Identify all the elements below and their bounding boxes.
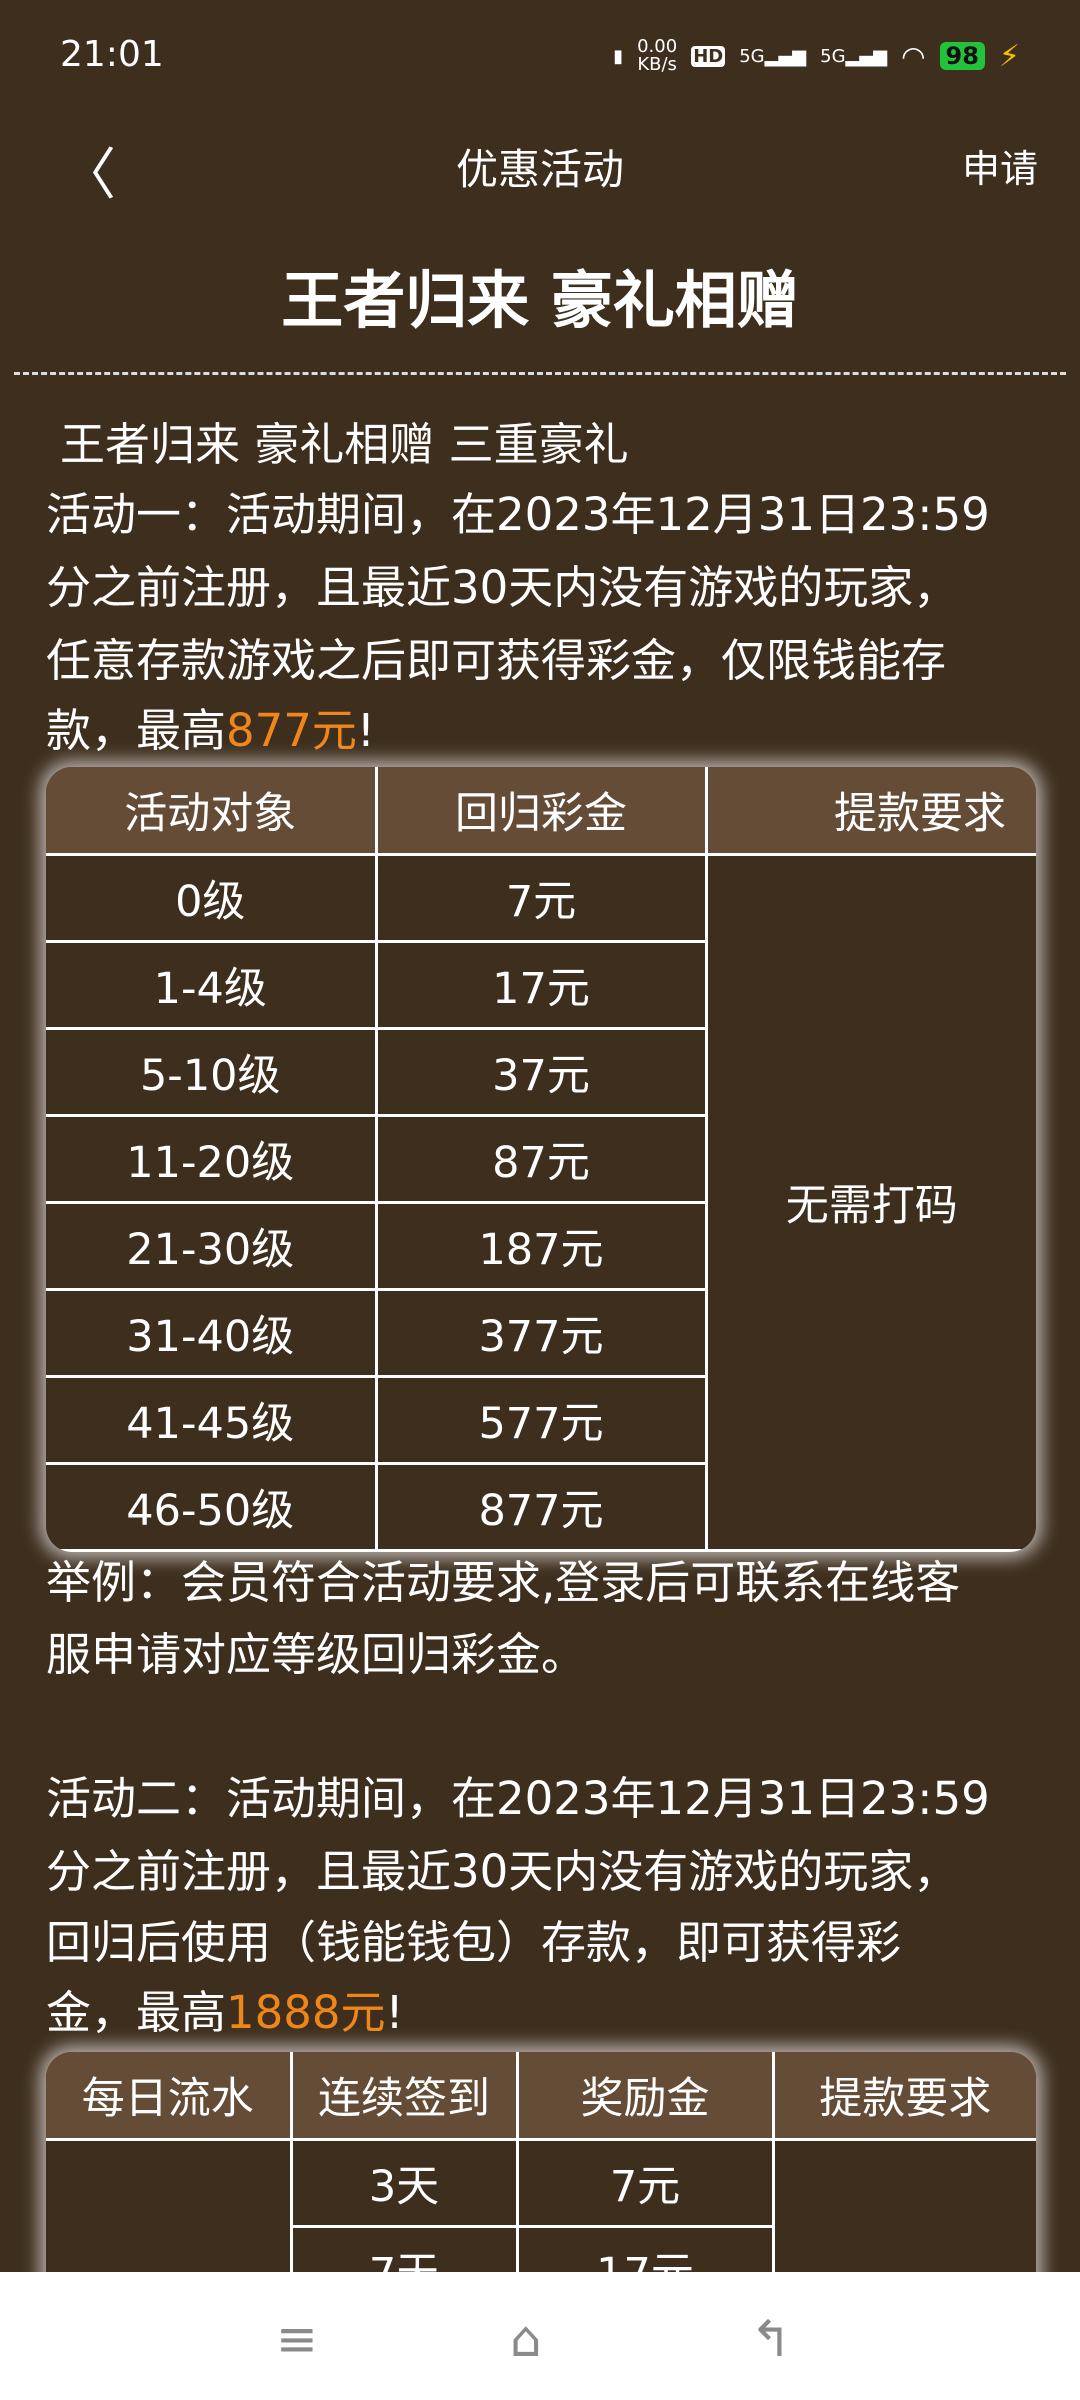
max-bonus: 877元 bbox=[226, 704, 357, 757]
table-row: 46-50级 877元 bbox=[46, 1461, 1036, 1552]
top-nav: 〈 优惠活动 申请 bbox=[0, 110, 1080, 210]
page-title: 优惠活动 bbox=[455, 145, 624, 194]
promo-title: 王者归来 豪礼相赠 bbox=[281, 264, 799, 337]
requirement-cell: 无需打码 bbox=[704, 852, 1036, 1552]
table-cell: 7元 bbox=[374, 852, 708, 943]
max-bonus: 1888元 bbox=[226, 1986, 386, 2039]
table-cell: 377元 bbox=[374, 1287, 706, 1378]
status-bar: 21:01 ▮ 0.00 KB/s HD 5G▂▄▆ 5G▂▄▆ ◠ 98 ⚡ bbox=[0, 0, 1080, 110]
activity1-line: 款，最高877元! bbox=[46, 704, 375, 757]
table-part: 活动对象 回归彩金 提款要求 bbox=[46, 767, 1036, 856]
table-cell: 3天 bbox=[289, 2137, 519, 2228]
table-row: 11-20级 87元 bbox=[46, 1113, 1036, 1204]
table-row: 21-30级 187元 bbox=[46, 1200, 1036, 1291]
activity1-line: 任意存款游戏之后即可获得彩金，仅限钱能存 bbox=[46, 634, 947, 687]
apply-button[interactable]: 申请 bbox=[961, 147, 1038, 191]
table-header: 奖励金 bbox=[515, 2052, 775, 2141]
table-part: 活动对象 回归彩金 提款要求 0级 7元 无需打码 1-4级 17元 5-10级 37元 1… bbox=[46, 767, 1036, 1552]
table-cell: 46-50级 bbox=[46, 1461, 378, 1552]
hd-icon: HD bbox=[691, 45, 726, 67]
table-cell: 41-45级 bbox=[46, 1374, 378, 1465]
activity2-line: 分之前注册，且最近30天内没有游戏的玩家， bbox=[46, 1845, 959, 1898]
activity2-line: 回归后使用（钱能钱包）存款，即可获得彩 bbox=[46, 1916, 902, 1969]
back-icon[interactable]: 〈 bbox=[60, 143, 116, 208]
table-cell: 87元 bbox=[374, 1113, 706, 1204]
battery-icon: 98 bbox=[939, 42, 985, 70]
table-cell: 21-30级 bbox=[46, 1200, 378, 1291]
status-icons: ▮ 0.00 KB/s HD 5G▂▄▆ 5G▂▄▆ ◠ 98 ⚡ bbox=[613, 38, 1020, 74]
table-cell: 0级 bbox=[46, 852, 378, 943]
clock: 21:01 bbox=[60, 34, 164, 75]
table-cell: 17元 bbox=[374, 939, 706, 1030]
signal-icon-2: 5G▂▄▆ bbox=[820, 45, 888, 67]
table-row: 5-10级 37元 bbox=[46, 1026, 1036, 1117]
table-header: 提款要求 bbox=[771, 2052, 1036, 2141]
table-cell: 37元 bbox=[374, 1026, 706, 1117]
wifi-icon: ◠ bbox=[901, 39, 926, 73]
table-row: 0级 7元 无需打码 bbox=[46, 852, 1036, 1552]
charging-icon: ⚡ bbox=[998, 38, 1020, 74]
table-cell: 11-20级 bbox=[46, 1113, 378, 1204]
net-speed: 0.00 KB/s bbox=[637, 36, 678, 75]
activity1-line: 活动一：活动期间，在2023年12月31日23:59 bbox=[46, 488, 990, 541]
intro-text: 王者归来 豪礼相赠 三重豪礼 bbox=[60, 418, 629, 471]
table-header: 每日流水 bbox=[46, 2052, 293, 2141]
back-nav-icon[interactable]: ↰ bbox=[750, 2310, 792, 2368]
table-header: 连续签到 bbox=[289, 2052, 519, 2141]
table-row: 31-40级 377元 bbox=[46, 1287, 1036, 1378]
divider bbox=[14, 372, 1066, 375]
table-header: 提款要求 bbox=[704, 767, 1036, 856]
table-cell: 877元 bbox=[374, 1461, 706, 1552]
activity2-line: 活动二：活动期间，在2023年12月31日23:59 bbox=[46, 1772, 990, 1825]
table-cell: 1-4级 bbox=[46, 939, 378, 1030]
table-header: 回归彩金 bbox=[374, 767, 708, 856]
table-cell: 187元 bbox=[374, 1200, 706, 1291]
table-cell: 5-10级 bbox=[46, 1026, 378, 1117]
menu-icon[interactable]: ≡ bbox=[276, 2310, 318, 2368]
example-line: 举例：会员符合活动要求,登录后可联系在线客 bbox=[46, 1556, 961, 1609]
bonus-table-1: 活动对象 回归彩金 提款要求 0级 7元 无需打码 1-4级 17元 5-10级 37元 1… bbox=[46, 767, 1036, 1552]
activity2-line: 金，最高1888元! bbox=[46, 1986, 404, 2039]
table-cell: 7元 bbox=[515, 2137, 775, 2228]
table-cell: 577元 bbox=[374, 1374, 706, 1465]
table-row: 3天 7元 bbox=[46, 2137, 1036, 2315]
table-header: 活动对象 bbox=[46, 767, 378, 856]
table-cell: 31-40级 bbox=[46, 1287, 378, 1378]
activity1-line: 分之前注册，且最近30天内没有游戏的玩家， bbox=[46, 561, 959, 614]
table-row: 41-45级 577元 bbox=[46, 1374, 1036, 1465]
table-part: 每日流水 连续签到 奖励金 提款要求 bbox=[46, 2052, 1036, 2141]
home-icon[interactable]: ⌂ bbox=[510, 2310, 542, 2368]
system-nav-bar: ≡ ⌂ ↰ bbox=[0, 2272, 1080, 2400]
table-row: 1-4级 17元 bbox=[46, 939, 1036, 1030]
signal-icon-1: 5G▂▄▆ bbox=[739, 45, 807, 67]
vibrate-icon: ▮ bbox=[613, 45, 624, 67]
example-line: 服申请对应等级回归彩金。 bbox=[46, 1628, 587, 1681]
